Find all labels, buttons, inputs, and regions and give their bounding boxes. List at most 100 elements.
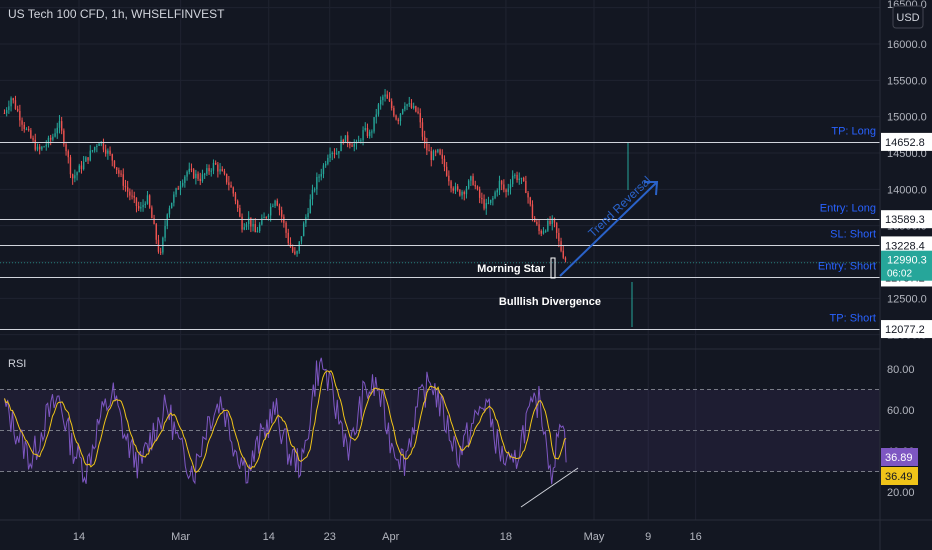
candle-body — [32, 137, 34, 140]
candle-body — [439, 149, 441, 155]
candle-body — [426, 143, 428, 151]
candle-body — [214, 162, 217, 165]
candle-body — [564, 257, 567, 261]
candle-body — [494, 192, 496, 199]
candle-body — [509, 184, 512, 189]
candle-body — [540, 230, 542, 234]
rsi-line — [4, 357, 567, 485]
candle-body — [223, 171, 226, 174]
price-tick: 12500.0 — [887, 293, 927, 305]
candle-body — [225, 173, 228, 183]
candle-body — [531, 204, 534, 218]
candle-body — [5, 110, 8, 114]
candle-body — [538, 224, 540, 231]
time-tick: 23 — [324, 531, 336, 543]
candle-body — [67, 151, 69, 158]
candle-body — [16, 108, 19, 111]
candle-body — [298, 241, 300, 252]
time-tick: 14 — [73, 531, 85, 543]
candle-body — [43, 146, 45, 148]
candle-body — [470, 176, 472, 181]
candle-body — [54, 133, 56, 137]
candle-body — [454, 186, 457, 191]
candle-body — [318, 176, 320, 178]
candle-body — [87, 157, 89, 161]
candle-body — [357, 140, 360, 142]
candle-body — [331, 152, 333, 154]
candle-body — [148, 195, 151, 208]
candle-body — [21, 120, 23, 125]
candle-body — [327, 157, 329, 164]
candle-body — [252, 224, 254, 227]
candle-body — [452, 188, 454, 191]
candle-body — [146, 195, 149, 204]
candle-body — [137, 205, 140, 209]
candle-body — [91, 150, 94, 152]
candle-body — [551, 218, 553, 225]
candle-body — [206, 168, 208, 174]
time-tick: 16 — [690, 531, 702, 543]
candle-body — [228, 182, 230, 186]
candle-body — [415, 106, 417, 112]
level-name-tp-long: TP: Long — [831, 126, 876, 138]
candle-body — [518, 178, 520, 181]
candle-body — [498, 180, 501, 191]
rsi-ma-line — [4, 370, 567, 473]
candle-body — [322, 165, 325, 175]
candle-body — [542, 231, 545, 234]
level-badge-label: 13228.4 — [885, 240, 925, 252]
candle-body — [364, 128, 366, 131]
candle-body — [362, 130, 364, 141]
bullish-divergence-label: Bulllish Divergence — [499, 296, 601, 308]
candle-body — [511, 175, 514, 185]
time-tick: Mar — [171, 531, 190, 543]
candle-body — [505, 189, 507, 192]
candle-body — [291, 247, 294, 252]
candle-body — [168, 208, 171, 215]
candle-body — [14, 100, 17, 109]
candle-body — [386, 94, 388, 99]
current-price-label: 12990.3 — [887, 255, 927, 267]
candle-body — [302, 223, 305, 237]
candle-body — [450, 181, 452, 189]
candle-body — [230, 185, 232, 188]
candle-body — [8, 106, 10, 111]
candle-body — [351, 145, 353, 147]
candle-body — [316, 177, 318, 190]
price-tick: 14500.0 — [887, 148, 927, 160]
candle-body — [558, 232, 560, 242]
candle-body — [430, 151, 432, 160]
candle-body — [274, 200, 276, 206]
candle-body — [481, 197, 483, 200]
candle-body — [461, 191, 463, 196]
candle-body — [333, 152, 336, 155]
rsi-tick: 20.00 — [887, 487, 915, 499]
candle-body — [197, 173, 199, 179]
candle-body — [525, 181, 527, 193]
level-badge — [881, 320, 932, 339]
candle-body — [404, 106, 406, 110]
candle-body — [309, 199, 311, 214]
rsi-ma-value-label: 36.49 — [885, 471, 913, 483]
candle-body — [503, 184, 505, 190]
candle-body — [23, 124, 25, 130]
candle-body — [423, 136, 426, 144]
candle-body — [285, 222, 287, 233]
candle-body — [25, 129, 28, 131]
candle-body — [41, 146, 43, 150]
candle-body — [335, 153, 338, 155]
candle-body — [236, 200, 239, 209]
candle-body — [155, 224, 157, 240]
candle-body — [373, 117, 375, 132]
currency-badge[interactable] — [892, 5, 924, 29]
candle-body — [401, 109, 404, 114]
current-price-countdown: 06:02 — [887, 269, 912, 280]
price-tick: 15000.0 — [887, 112, 927, 124]
trend-reversal-arrow-shaft — [559, 182, 657, 277]
candle-body — [419, 113, 421, 123]
candle-body — [346, 135, 349, 144]
candle-body — [406, 104, 408, 107]
candle-body — [36, 146, 39, 150]
